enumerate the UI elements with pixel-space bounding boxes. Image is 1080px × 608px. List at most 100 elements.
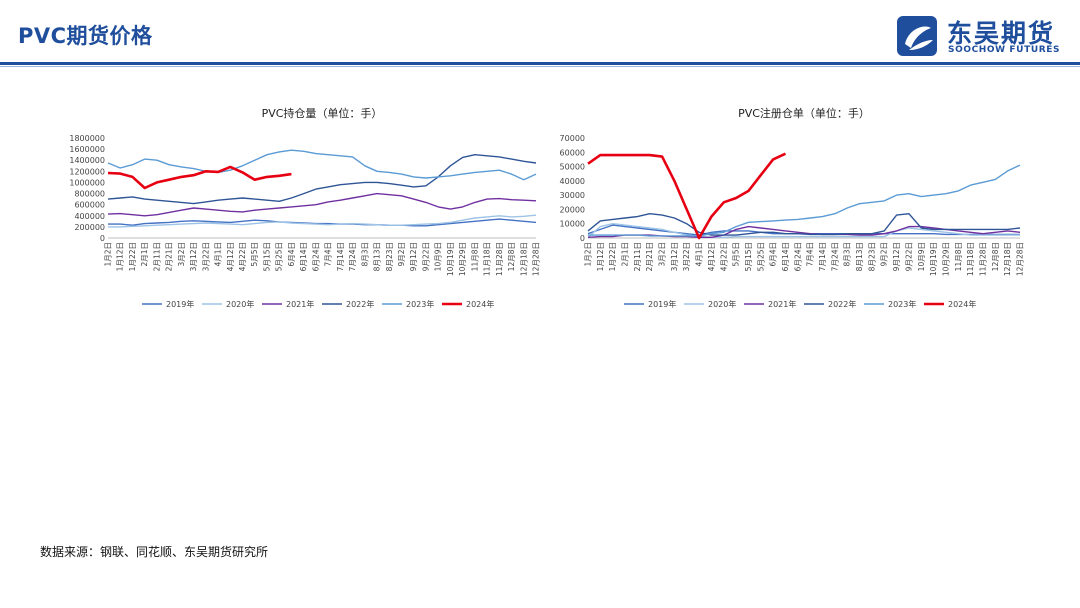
x-tick-label: 1月12日 [116, 242, 125, 271]
x-tick-label: 3月2日 [658, 242, 667, 267]
x-tick-label: 10月29日 [941, 242, 950, 276]
x-tick-label: 9月12日 [892, 242, 901, 271]
legend-item-label: 2019年 [166, 299, 194, 309]
x-tick-label: 11月18日 [483, 242, 492, 276]
x-tick-label: 7月24日 [830, 242, 839, 271]
x-tick-label: 9月22日 [904, 242, 913, 271]
x-tick-label: 1月2日 [104, 242, 113, 267]
x-tick-label: 1月2日 [584, 242, 593, 267]
y-tick-label: 10000 [560, 220, 585, 229]
series-line-2020年 [587, 222, 1020, 239]
logo-chinese-name: 东吴期货 [947, 19, 1056, 48]
x-tick-label: 8月3日 [360, 242, 369, 267]
x-tick-label: 1月22日 [128, 242, 137, 271]
y-tick-label: 400000 [74, 212, 105, 221]
x-tick-label: 1月12日 [596, 242, 605, 271]
series-line-2022年 [587, 212, 1021, 236]
legend-item-label: 2021年 [768, 299, 796, 309]
y-tick-label: 20000 [560, 205, 585, 214]
series-line-2024年 [107, 165, 292, 190]
x-tick-label: 7月4日 [806, 242, 815, 267]
x-tick-label: 5月15日 [262, 242, 271, 271]
x-tick-label: 8月23日 [867, 242, 876, 271]
legend-item-label: 2019年 [648, 299, 676, 309]
x-tick-label: 3月12日 [670, 242, 679, 271]
x-tick-label: 4月22日 [238, 242, 247, 271]
x-tick-label: 2月1日 [140, 242, 149, 267]
x-tick-label: 3月2日 [177, 242, 186, 267]
chart-0-title: PVC持仓量（单位：手） [262, 106, 383, 120]
x-tick-label: 7月24日 [348, 242, 357, 271]
page-title: PVC期货价格 [18, 24, 153, 48]
x-tick-label: 2月11日 [633, 242, 642, 271]
x-tick-label: 3月22日 [682, 242, 691, 271]
chart-warehouse-receipts: PVC注册仓单（单位：手） 0 10000 20000 30000 40000 50000 6… [540, 100, 1030, 324]
x-tick-label: 2月1日 [621, 242, 630, 267]
legend-item-label: 2023年 [406, 299, 434, 309]
x-tick-label: 11月18日 [966, 242, 975, 276]
x-tick-label: 10月29日 [458, 242, 467, 276]
x-tick-label: 3月22日 [201, 242, 210, 271]
x-tick-label: 11月28日 [495, 242, 504, 276]
logo-english-name: SOOCHOW FUTURES [948, 45, 1061, 55]
x-tick-label: 9月2日 [880, 242, 889, 267]
y-tick-label: 0 [100, 234, 105, 243]
y-tick-label: 30000 [560, 191, 585, 200]
series-line-2021年 [107, 192, 537, 217]
x-tick-label: 8月13日 [373, 242, 382, 271]
series-line-2022年 [107, 154, 537, 205]
x-tick-label: 10月9日 [917, 242, 926, 271]
x-tick-label: 4月12日 [707, 242, 716, 271]
x-tick-label: 11月28日 [978, 242, 987, 276]
logo-mark-icon [897, 16, 937, 56]
legend-item-label: 2022年 [828, 299, 856, 309]
y-tick-label: 800000 [74, 190, 105, 199]
x-tick-label: 6月24日 [793, 242, 802, 271]
legend-item-label: 2021年 [286, 299, 314, 309]
x-tick-label: 11月8日 [470, 242, 479, 271]
series-line-2024年 [587, 152, 787, 240]
x-tick-label: 3月12日 [189, 242, 198, 271]
y-tick-label: 70000 [560, 134, 585, 143]
x-tick-label: 9月2日 [397, 242, 406, 267]
company-logo: 东吴期货 SOOCHOW FUTURES [895, 14, 1070, 60]
x-tick-label: 7月14日 [336, 242, 345, 271]
x-tick-label: 12月8日 [507, 242, 516, 271]
x-tick-label: 4月12日 [226, 242, 235, 271]
y-tick-label: 50000 [560, 163, 585, 172]
series-line-2019年 [108, 218, 537, 227]
x-tick-label: 9月12日 [409, 242, 418, 271]
x-tick-label: 5月5日 [250, 242, 259, 267]
x-tick-label: 8月13日 [855, 242, 864, 271]
data-source-note: 数据来源：钢联、同花顺、东吴期货研究所 [40, 545, 269, 559]
x-tick-label: 4月22日 [719, 242, 728, 271]
x-tick-label: 8月3日 [843, 242, 852, 267]
x-tick-label: 10月9日 [434, 242, 443, 271]
x-tick-label: 12月8日 [991, 242, 1000, 271]
series-line-2020年 [108, 214, 537, 228]
series-line-2023年 [107, 149, 537, 181]
x-tick-label: 6月4日 [287, 242, 296, 267]
x-tick-label: 6月14日 [299, 242, 308, 271]
x-tick-label: 4月1日 [695, 242, 704, 267]
chart-open-interest: PVC持仓量（单位：手） 0 200000 400000 600000 800000 100… [60, 100, 550, 324]
x-tick-label: 10月19日 [929, 242, 938, 276]
x-tick-label: 6月24日 [311, 242, 320, 271]
x-tick-label: 9月22日 [421, 242, 430, 271]
x-tick-label: 1月22日 [608, 242, 617, 271]
y-tick-label: 200000 [74, 223, 105, 232]
x-tick-label: 5月25日 [275, 242, 284, 271]
warehouse-receipts-chart-svg: PVC注册仓单（单位：手） 0 10000 20000 30000 40000 50000 6… [560, 106, 1025, 309]
y-tick-label: 40000 [560, 177, 585, 186]
x-tick-label: 6月14日 [781, 242, 790, 271]
x-tick-label: 12月28日 [532, 242, 541, 276]
x-tick-label: 2月11日 [152, 242, 161, 271]
x-tick-label: 6月4日 [769, 242, 778, 267]
legend-item-label: 2024年 [948, 299, 976, 309]
x-tick-label: 2月21日 [645, 242, 654, 271]
y-tick-label: 0 [580, 234, 585, 243]
x-tick-label: 12月18日 [519, 242, 528, 276]
y-tick-label: 1800000 [69, 134, 105, 143]
series-line-2023年 [588, 164, 1021, 237]
chart-1-title: PVC注册仓单（单位：手） [738, 106, 870, 120]
